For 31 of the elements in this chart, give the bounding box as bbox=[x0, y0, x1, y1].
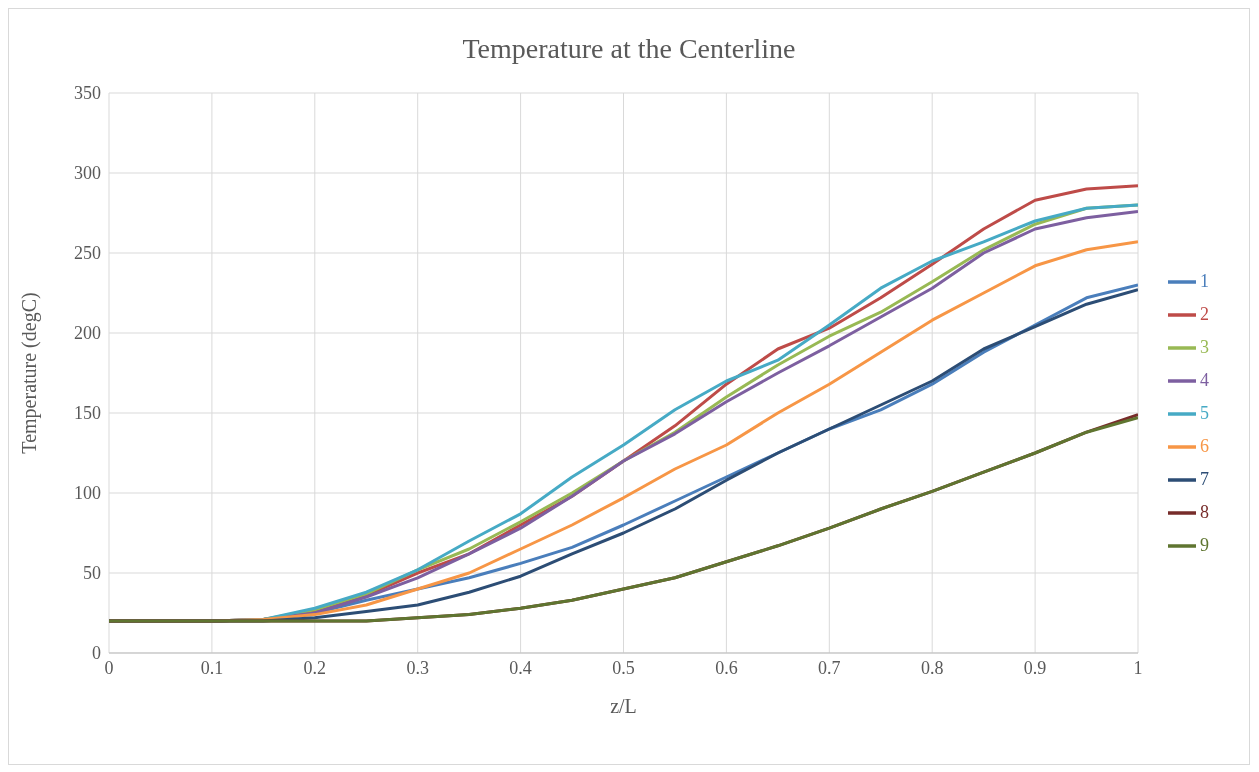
y-tick-label: 150 bbox=[74, 403, 101, 424]
x-tick-label: 0 bbox=[104, 657, 114, 678]
legend-label: 1 bbox=[1200, 270, 1209, 291]
legend-label: 8 bbox=[1200, 501, 1209, 522]
legend-label: 9 bbox=[1200, 534, 1209, 555]
legend-label: 6 bbox=[1200, 435, 1209, 456]
x-axis-title: z/L bbox=[610, 695, 637, 717]
x-tick-label: 0.1 bbox=[200, 657, 224, 678]
x-tick-label: 0.5 bbox=[612, 657, 635, 678]
y-tick-label: 250 bbox=[74, 243, 101, 264]
chart-title: Temperature at the Centerline bbox=[461, 33, 797, 66]
y-tick-label: 300 bbox=[74, 163, 101, 184]
y-tick-label: 200 bbox=[74, 323, 101, 344]
x-tick-label: 0.6 bbox=[715, 657, 738, 678]
y-tick-label: 0 bbox=[92, 643, 101, 664]
y-tick-label: 50 bbox=[83, 563, 101, 584]
x-tick-label: 0.7 bbox=[818, 657, 841, 678]
y-tick-label: 350 bbox=[74, 83, 101, 104]
x-tick-label: 0.4 bbox=[509, 657, 532, 678]
legend-label: 3 bbox=[1200, 336, 1209, 357]
y-tick-label: 100 bbox=[74, 483, 101, 504]
y-axis-title: Temperature (degC) bbox=[18, 292, 42, 454]
legend-label: 4 bbox=[1200, 369, 1209, 390]
legend-label: 7 bbox=[1200, 468, 1209, 489]
x-tick-label: 0.3 bbox=[406, 657, 429, 678]
x-tick-label: 1 bbox=[1133, 657, 1143, 678]
x-tick-label: 0.2 bbox=[303, 657, 327, 678]
legend-label: 5 bbox=[1200, 402, 1209, 423]
x-tick-label: 0.8 bbox=[920, 657, 944, 678]
x-tick-label: 0.9 bbox=[1023, 657, 1047, 678]
legend-label: 2 bbox=[1200, 303, 1209, 324]
